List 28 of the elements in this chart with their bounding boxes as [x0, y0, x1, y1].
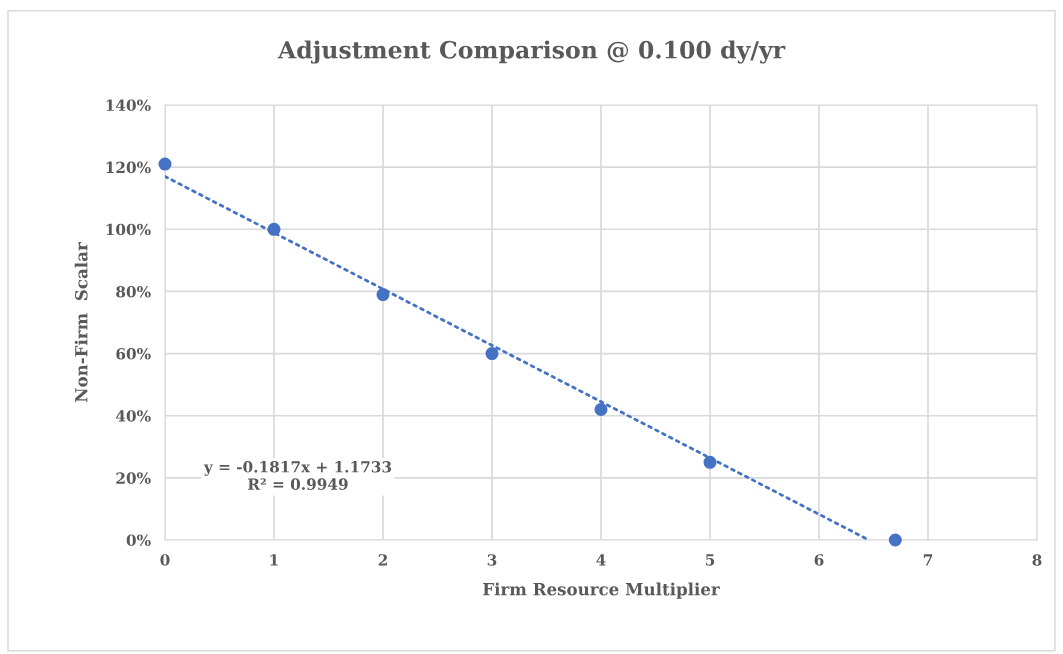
- x-tick-label: 6: [814, 554, 824, 566]
- x-axis-title: Firm Resource Multiplier: [483, 582, 720, 599]
- x-tick-label: 2: [378, 554, 387, 566]
- x-tick-label: 5: [705, 554, 715, 566]
- point: [594, 402, 608, 417]
- y-tick-label: 140%: [106, 99, 151, 112]
- y-tick-label: 40%: [115, 410, 151, 422]
- point: [485, 347, 499, 361]
- point: [158, 157, 172, 171]
- annotation: y = -0.1817x + 1.1733 R² = 0.9949: [203, 461, 392, 490]
- chart-title: Adjustment Comparison @ 0.100 dy/yr: [277, 40, 786, 64]
- x-tick-label: 0: [160, 554, 170, 566]
- point: [888, 533, 902, 547]
- y-tick-label: 0%: [126, 534, 151, 547]
- x-tick-label: 4: [596, 554, 606, 566]
- y-tick-label: 60%: [116, 348, 151, 360]
- point: [267, 222, 281, 236]
- y-tick-label: 80%: [116, 285, 151, 298]
- y-tick-label: 100%: [106, 223, 151, 236]
- y-tick-label: 20%: [116, 472, 151, 484]
- point: [376, 288, 390, 302]
- y-tick-label: 120%: [106, 161, 151, 174]
- point: [703, 455, 717, 469]
- x-tick-label: 8: [1032, 554, 1042, 566]
- x-tick-label: 1: [270, 554, 278, 566]
- x-tick-label: 3: [487, 554, 497, 566]
- y-axis-title: Non-Firm Scalar: [74, 242, 88, 402]
- x-tick-label: 7: [923, 554, 933, 566]
